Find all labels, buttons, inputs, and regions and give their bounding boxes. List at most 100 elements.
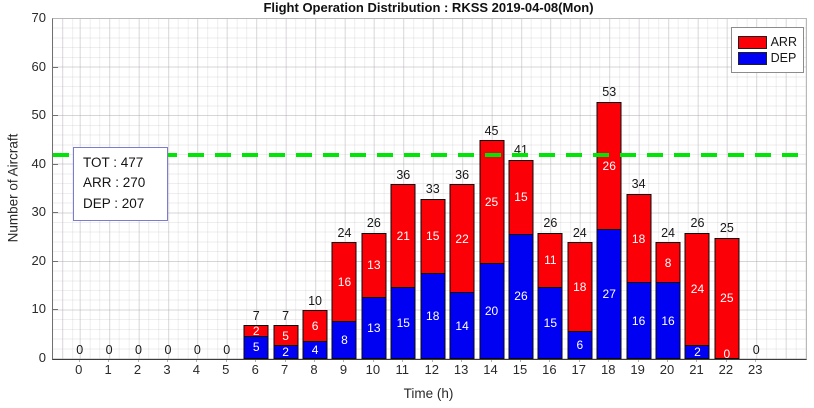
total-value-label: 26 — [543, 216, 558, 231]
dep-value-label: 27 — [602, 286, 616, 301]
dep-segment: 14 — [450, 292, 474, 358]
dep-segment: 13 — [362, 296, 386, 358]
x-tick-mark — [225, 359, 227, 362]
stacked-bar: 25 20 — [479, 140, 505, 359]
x-tick-label: 6 — [251, 362, 259, 377]
dep-segment: 20 — [480, 262, 504, 358]
arr-color-swatch — [737, 35, 767, 49]
stacked-bar: 8 16 — [655, 242, 681, 359]
legend-row-arr: ARR — [737, 35, 797, 49]
bar-slot-hour-17: 18 6 24 — [565, 19, 594, 359]
stacked-bar: 24 2 — [684, 232, 710, 359]
bar-slot-hour-19: 18 16 34 — [624, 19, 653, 359]
x-tick-mark — [196, 359, 198, 362]
total-value-label: 36 — [396, 167, 411, 182]
arr-value-label: 25 — [484, 195, 499, 210]
x-tick-label: 8 — [310, 362, 318, 377]
x-tick-label: 10 — [365, 362, 381, 377]
y-tick-label: 30 — [31, 204, 46, 220]
dep-segment: 15 — [538, 287, 562, 358]
y-tick-label: 20 — [31, 252, 46, 268]
arr-value-label: 11 — [544, 253, 557, 268]
x-tick-mark — [490, 359, 492, 362]
legend-label-arr: ARR — [770, 35, 797, 49]
dep-value-label: 0 — [723, 347, 731, 361]
x-tick-mark — [725, 359, 727, 362]
y-tick-label: 70 — [31, 10, 46, 25]
total-value-label: 0 — [193, 342, 201, 357]
annotation-total: TOT : 477 — [83, 155, 144, 170]
dep-value-label: 4 — [311, 342, 319, 357]
stacked-bar: 22 14 — [449, 184, 475, 359]
arr-value-label: 8 — [664, 255, 672, 270]
total-value-label: 53 — [602, 85, 617, 100]
total-value-label: 0 — [164, 342, 172, 357]
total-value-label: 34 — [631, 177, 646, 192]
x-tick-label: 5 — [222, 362, 230, 377]
dep-segment: 4 — [303, 340, 327, 358]
dep-segment: 2 — [685, 345, 709, 359]
arr-value-label: 13 — [367, 258, 381, 273]
arr-segment: 16 — [332, 243, 356, 322]
dep-segment: 2 — [274, 345, 298, 358]
total-value-label: 24 — [572, 225, 587, 240]
y-tick-mark — [53, 66, 58, 68]
dep-color-swatch — [737, 51, 767, 65]
bar-slot-hour-21: 24 2 26 — [683, 19, 712, 359]
dep-value-label: 18 — [426, 308, 440, 323]
arr-segment: 18 — [568, 243, 592, 331]
bar-slot-hour-18: 26 27 53 — [595, 19, 624, 359]
dep-value-label: 13 — [367, 320, 381, 335]
x-tick-label: 18 — [600, 362, 616, 377]
x-tick-label: 15 — [512, 362, 528, 377]
bar-slot-hour-0: 0 — [65, 19, 94, 359]
total-value-label: 36 — [455, 167, 470, 182]
x-tick-mark — [755, 359, 757, 362]
x-tick-label: 2 — [133, 362, 142, 377]
bar-slot-hour-20: 8 16 24 — [653, 19, 682, 359]
dep-value-label: 16 — [631, 313, 646, 328]
annotation-box: TOT : 477 ARR : 270 DEP : 207 — [73, 147, 168, 221]
total-value-label: 10 — [308, 293, 322, 308]
total-value-label: 0 — [752, 342, 760, 357]
total-value-label: 0 — [135, 342, 142, 357]
arr-segment: 13 — [362, 233, 386, 297]
stacked-bar: 15 18 — [420, 198, 446, 359]
bar-slot-hour-2: 0 — [124, 19, 153, 359]
dep-segment: 16 — [656, 282, 680, 358]
x-tick-label: 4 — [192, 362, 200, 377]
bar-slot-hour-8: 6 4 10 — [300, 19, 329, 359]
arr-value-label: 22 — [455, 231, 469, 246]
x-tick-mark — [519, 359, 521, 362]
arr-value-label: 21 — [396, 229, 410, 244]
bar-slot-hour-16: 11 15 26 — [536, 19, 565, 359]
x-tick-label: 7 — [280, 362, 289, 377]
x-tick-label: 0 — [75, 362, 83, 377]
y-axis-title: Number of Aircraft — [5, 133, 21, 243]
dep-value-label: 2 — [694, 345, 701, 359]
dep-value-label: 16 — [661, 313, 675, 328]
bar-slot-hour-14: 25 20 45 — [477, 19, 506, 359]
stacked-bar: 11 15 — [537, 232, 563, 359]
bar-slot-hour-13: 22 14 36 — [447, 19, 476, 359]
x-tick-mark — [255, 359, 257, 362]
arr-segment: 21 — [391, 185, 415, 288]
x-tick-label: 20 — [659, 362, 675, 377]
stacked-bar: 18 6 — [567, 242, 593, 359]
bar-slot-hour-5: 0 — [212, 19, 241, 359]
x-tick-label: 23 — [748, 362, 763, 377]
total-value-label: 33 — [425, 182, 440, 197]
dep-value-label: 15 — [543, 316, 558, 331]
y-tick-mark — [53, 309, 58, 311]
total-value-label: 26 — [690, 216, 705, 231]
x-tick-label: 3 — [163, 362, 171, 377]
bar-slot-hour-1: 0 — [94, 19, 123, 359]
dep-segment: 8 — [332, 321, 356, 358]
total-value-label: 25 — [719, 221, 734, 236]
x-tick-label: 11 — [395, 362, 410, 377]
y-tick-mark — [53, 260, 58, 262]
x-tick-mark — [343, 359, 345, 362]
y-tick-label: 50 — [31, 107, 46, 123]
